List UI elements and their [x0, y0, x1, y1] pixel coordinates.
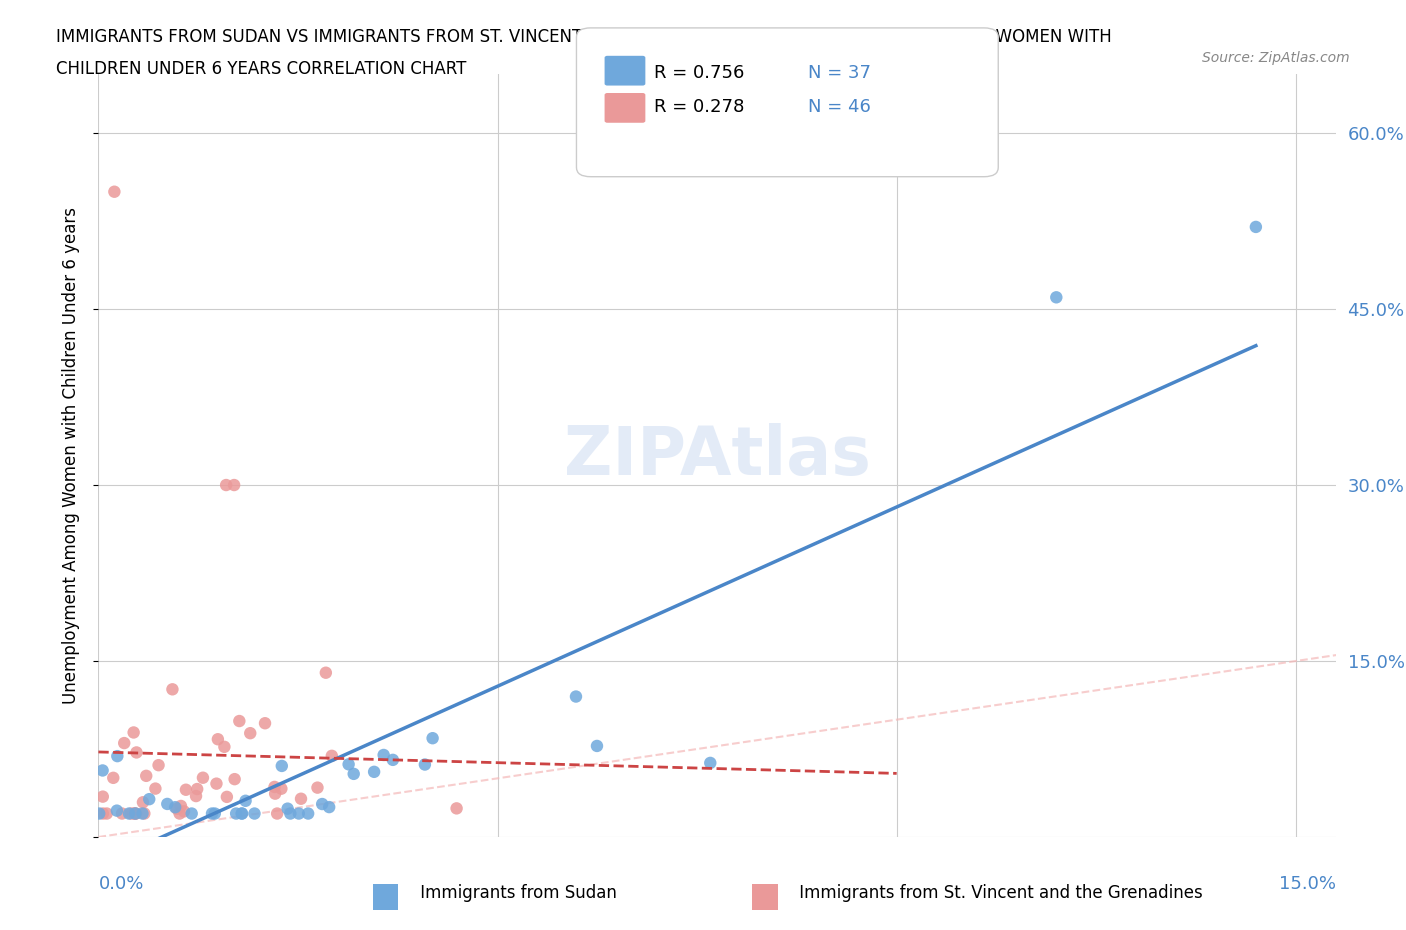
Point — [363, 764, 385, 779]
Point — [165, 800, 187, 815]
Point — [1244, 219, 1267, 234]
Text: CHILDREN UNDER 6 YEARS CORRELATION CHART: CHILDREN UNDER 6 YEARS CORRELATION CHART — [56, 60, 467, 78]
Point — [125, 745, 148, 760]
Point — [207, 732, 229, 747]
Point — [201, 806, 224, 821]
Point — [148, 758, 170, 773]
Text: Source: ZipAtlas.com: Source: ZipAtlas.com — [1202, 51, 1350, 65]
Point — [204, 806, 226, 821]
Point — [118, 806, 141, 821]
Text: R = 0.756: R = 0.756 — [654, 63, 744, 82]
Point — [373, 748, 395, 763]
Point — [162, 682, 184, 697]
Point — [124, 806, 146, 821]
Point — [266, 806, 288, 821]
Point — [270, 781, 292, 796]
Point — [215, 790, 238, 804]
Point — [321, 749, 343, 764]
Point — [112, 736, 135, 751]
Point — [288, 806, 311, 821]
Text: Immigrants from St. Vincent and the Grenadines: Immigrants from St. Vincent and the Gren… — [773, 884, 1204, 902]
Point — [343, 766, 366, 781]
Point — [191, 770, 214, 785]
Point — [215, 478, 238, 493]
Point — [270, 759, 292, 774]
Point — [91, 806, 114, 821]
Point — [263, 779, 285, 794]
Point — [311, 797, 333, 812]
Point — [381, 752, 404, 767]
Point — [103, 184, 125, 199]
Point — [315, 665, 337, 680]
Point — [122, 725, 145, 740]
Point — [277, 802, 299, 817]
Point — [169, 806, 191, 821]
Point — [205, 777, 228, 791]
Point — [422, 731, 444, 746]
Point — [122, 806, 145, 821]
Point — [156, 796, 179, 811]
Text: 0.0%: 0.0% — [98, 875, 143, 893]
Point — [103, 770, 125, 785]
Point — [214, 739, 236, 754]
Point — [235, 793, 257, 808]
Point — [174, 782, 197, 797]
Point — [337, 757, 360, 772]
Point — [145, 781, 167, 796]
Point — [586, 738, 609, 753]
Point — [132, 795, 155, 810]
Point — [253, 716, 276, 731]
Point — [239, 725, 262, 740]
Point — [166, 802, 188, 817]
Point — [307, 780, 329, 795]
Point — [228, 713, 250, 728]
Point — [231, 806, 253, 821]
Point — [318, 800, 340, 815]
Text: N = 46: N = 46 — [808, 98, 872, 116]
Point — [170, 799, 193, 814]
Y-axis label: Unemployment Among Women with Children Under 6 years: Unemployment Among Women with Children U… — [62, 207, 80, 704]
Point — [91, 763, 114, 777]
Point — [225, 806, 247, 821]
Text: Immigrants from Sudan: Immigrants from Sudan — [394, 884, 617, 902]
Point — [120, 806, 142, 821]
Point — [413, 757, 436, 772]
Point — [224, 772, 246, 787]
Point — [297, 806, 319, 821]
Point — [96, 806, 118, 821]
Point — [1045, 290, 1067, 305]
Point — [91, 790, 114, 804]
Point — [105, 804, 128, 818]
Point — [184, 789, 207, 804]
Point — [290, 791, 312, 806]
Point — [131, 806, 153, 821]
Point — [111, 806, 134, 821]
Point — [135, 768, 157, 783]
Point — [243, 806, 266, 821]
Point — [134, 806, 156, 821]
Point — [180, 806, 202, 821]
Text: IMMIGRANTS FROM SUDAN VS IMMIGRANTS FROM ST. VINCENT AND THE GRENADINES UNEMPLOY: IMMIGRANTS FROM SUDAN VS IMMIGRANTS FROM… — [56, 28, 1112, 46]
Point — [446, 801, 468, 816]
Point — [124, 806, 146, 821]
Text: 15.0%: 15.0% — [1278, 875, 1336, 893]
Text: R = 0.278: R = 0.278 — [654, 98, 744, 116]
Point — [224, 478, 246, 493]
Point — [264, 786, 287, 801]
Text: ZIPAtlas: ZIPAtlas — [564, 423, 870, 488]
Point — [105, 749, 128, 764]
Text: N = 37: N = 37 — [808, 63, 872, 82]
Point — [173, 804, 195, 818]
Point — [186, 781, 208, 796]
Point — [280, 806, 302, 821]
Point — [565, 689, 588, 704]
Point — [231, 806, 253, 821]
Point — [89, 806, 111, 821]
Point — [125, 806, 148, 821]
Point — [699, 755, 721, 770]
Point — [138, 791, 160, 806]
